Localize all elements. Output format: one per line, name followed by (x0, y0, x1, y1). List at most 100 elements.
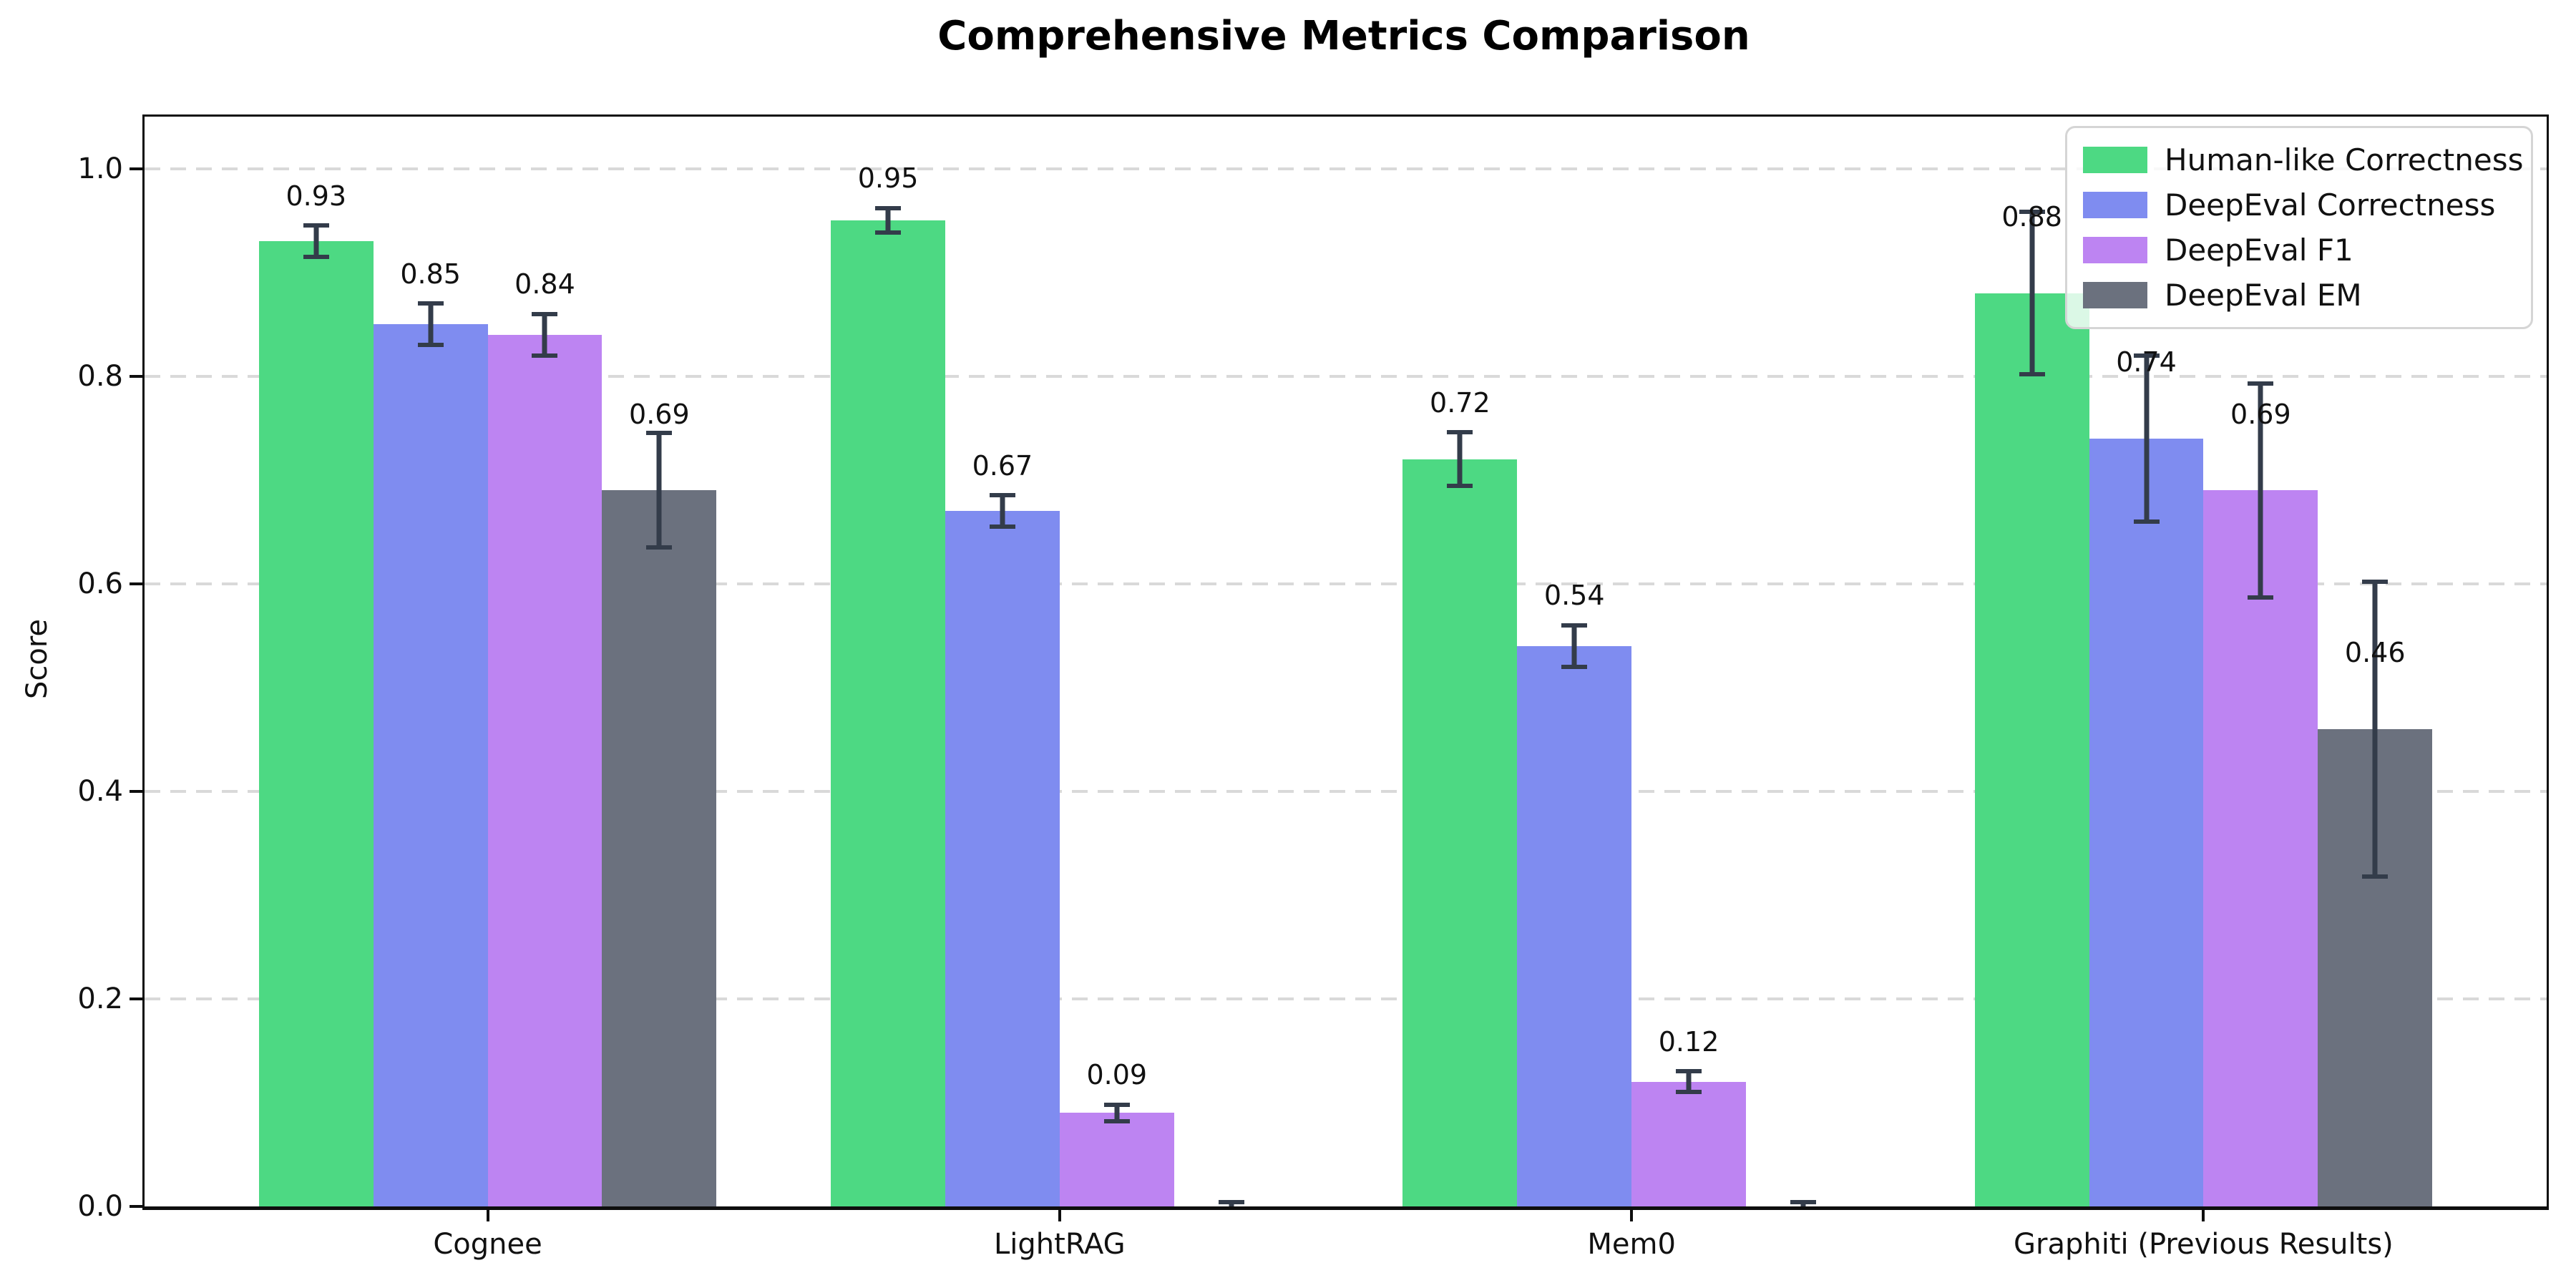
chart-title: Comprehensive Metrics Comparison (937, 13, 1750, 59)
bar-value-label: 0.69 (2230, 398, 2291, 430)
bar-human-like-correctness-2 (1402, 459, 1518, 1206)
legend-label: DeepEval F1 (2165, 233, 2353, 268)
legend-swatch-icon (2083, 147, 2147, 173)
y-tick-mark-0.8 (130, 374, 142, 378)
y-tick-label-1.0: 1.0 (77, 152, 123, 185)
legend-item-human-like-correctness: Human-like Correctness (2083, 142, 2524, 177)
error-bar-cap-bottom (2133, 519, 2160, 524)
legend: Human-like Correctness DeepEval Correctne… (2065, 126, 2533, 329)
error-bar-cap-bottom (2019, 371, 2045, 376)
x-tick-mark-3 (2202, 1210, 2205, 1221)
x-tick-label-2: Mem0 (1587, 1228, 1676, 1261)
error-bar-0-3 (2019, 117, 2045, 1206)
bar-deepeval-correctness-1 (945, 511, 1060, 1206)
error-bar-line (313, 225, 319, 257)
bar-deepeval-f1-3 (2203, 490, 2318, 1206)
bar-deepeval-f1-1 (1059, 1113, 1174, 1206)
error-bar-1-0 (417, 117, 444, 1206)
y-tick-label-0.4: 0.4 (77, 774, 123, 808)
error-bar-cap-top (2248, 381, 2274, 386)
bar-value-label: 0.69 (629, 398, 690, 430)
error-bar-3-2 (1790, 117, 1816, 1206)
error-bar-line (1686, 1071, 1692, 1093)
x-tick-label-3: Graphiti (Previous Results) (2014, 1228, 2394, 1261)
error-bar-cap-bottom (417, 343, 444, 348)
bar-value-label: 0.93 (286, 180, 347, 212)
gridline-y-0.2 (145, 997, 2547, 1000)
error-bar-cap-top (417, 301, 444, 306)
legend-item-deepeval-correctness: DeepEval Correctness (2083, 187, 2515, 223)
y-tick-mark-0.4 (130, 789, 142, 793)
bar-value-label: 0.95 (857, 162, 919, 195)
gridline-y-0.4 (145, 789, 2547, 793)
error-bar-line (542, 313, 547, 356)
y-tick-label-0.0: 0.0 (77, 1190, 123, 1223)
error-bar-cap-top (1790, 1200, 1816, 1205)
x-tick-mark-1 (1058, 1210, 1061, 1221)
bar-deepeval-f1-0 (487, 334, 602, 1206)
error-bar-cap-bottom (1561, 664, 1588, 669)
error-bar-line (1457, 431, 1463, 487)
legend-item-deepeval-em: DeepEval EM (2083, 278, 2515, 313)
bar-value-label: 0.67 (972, 450, 1033, 482)
x-tick-mark-0 (486, 1210, 489, 1221)
error-bar-cap-bottom (1676, 1090, 1702, 1095)
x-tick-label-0: Cognee (433, 1228, 542, 1261)
bar-value-label: 0.09 (1086, 1059, 1148, 1091)
bar-deepeval-correctness-2 (1517, 645, 1632, 1206)
error-bar-line (2372, 581, 2378, 877)
y-tick-mark-1.0 (130, 167, 142, 170)
bar-deepeval-correctness-0 (373, 324, 488, 1206)
plot-clip-region: 0.93 0.95 0.72 0.88 0.85 0.67 0.54 0.74 0.84 0.09… (145, 117, 2547, 1206)
bar-value-label: 0.85 (400, 258, 461, 290)
error-bar-2-3 (2248, 117, 2274, 1206)
y-tick-label-0.6: 0.6 (77, 567, 123, 600)
bar-value-label: 0.72 (1430, 386, 1491, 419)
error-bar-line (1114, 1104, 1120, 1122)
error-bar-3-1 (1218, 117, 1244, 1206)
error-bar-1-1 (989, 117, 1015, 1206)
error-bar-cap-bottom (2248, 595, 2274, 600)
bar-value-label: 0.54 (1543, 580, 1605, 612)
bar-human-like-correctness-0 (258, 241, 374, 1206)
error-bar-line (2258, 383, 2263, 597)
error-bar-0-1 (875, 117, 902, 1206)
legend-swatch-icon (2083, 192, 2147, 218)
error-bar-cap-top (1676, 1069, 1702, 1074)
y-axis-label: Score (21, 618, 54, 700)
error-bar-line (1571, 625, 1577, 667)
error-bar-line (885, 208, 891, 233)
legend-item-deepeval-f1: DeepEval F1 (2083, 233, 2515, 268)
error-bar-cap-top (1561, 623, 1588, 628)
error-bar-cap-top (303, 223, 329, 228)
legend-swatch-icon (2083, 237, 2147, 263)
error-bar-cap-bottom (1447, 484, 1473, 489)
bar-human-like-correctness-3 (1974, 293, 2089, 1206)
error-bar-0-2 (1447, 117, 1473, 1206)
y-tick-mark-0.2 (130, 997, 142, 1000)
error-bar-cap-top (2362, 579, 2389, 584)
error-bar-cap-bottom (646, 545, 673, 550)
bar-value-label: 0.74 (2116, 346, 2177, 378)
error-bar-line (1000, 495, 1005, 527)
error-bar-3-0 (646, 117, 673, 1206)
error-bar-line (656, 433, 662, 547)
y-tick-label-0.8: 0.8 (77, 359, 123, 393)
y-tick-mark-0.6 (130, 582, 142, 585)
error-bar-cap-top (2019, 210, 2045, 215)
legend-label: DeepEval Correctness (2165, 187, 2496, 223)
gridline-y-0.8 (145, 374, 2547, 378)
error-bar-cap-top (646, 431, 673, 436)
bar-deepeval-f1-2 (1631, 1081, 1746, 1206)
error-bar-1-2 (1561, 117, 1588, 1206)
error-bar-cap-bottom (2362, 874, 2389, 879)
error-bar-1-3 (2133, 117, 2160, 1206)
error-bar-2-0 (532, 117, 558, 1206)
error-bar-cap-top (2133, 353, 2160, 358)
legend-label: DeepEval EM (2165, 278, 2362, 313)
error-bar-cap-bottom (303, 254, 329, 259)
error-bar-cap-top (532, 311, 558, 316)
bar-deepeval-correctness-3 (2089, 438, 2204, 1206)
error-bar-cap-bottom (875, 230, 902, 235)
